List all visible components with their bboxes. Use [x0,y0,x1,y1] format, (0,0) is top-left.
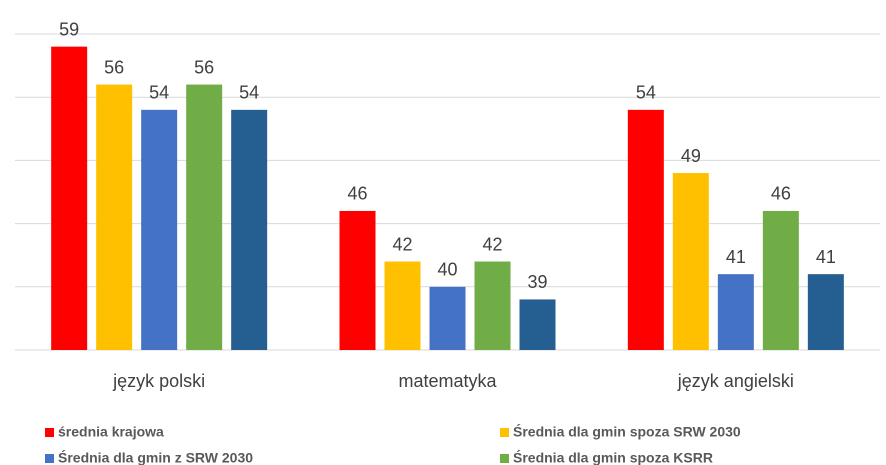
x-tick-label: matematyka [398,371,497,391]
x-tick-label: język polski [112,371,205,391]
value-label: 54 [149,83,169,103]
value-label: 54 [636,83,656,103]
bar [672,173,709,350]
bar [339,210,376,350]
value-label: 42 [482,234,502,254]
legend-label: Średnia dla gmin z SRW 2030 [58,449,253,465]
value-label: 46 [771,184,791,204]
x-tick-label: język angielski [677,371,794,391]
bar [384,261,421,350]
bar [474,261,511,350]
legend-label: Średnia dla gmin spoza KSRR [513,449,713,465]
bar [762,210,799,350]
bar [429,286,466,350]
value-label: 41 [726,247,746,267]
value-label: 42 [392,234,412,254]
bar [96,84,133,350]
legend-swatch [500,428,509,437]
value-label: 41 [816,247,836,267]
legend-swatch [45,428,54,437]
bar [51,46,88,350]
bar [186,84,223,350]
bar [231,109,268,350]
legend-label: średnia krajowa [58,424,164,440]
legend-swatch [45,454,54,463]
bar [717,274,754,350]
value-label: 56 [104,57,124,77]
value-label: 46 [347,184,367,204]
value-label: 39 [527,272,547,292]
legend-swatch [500,454,509,463]
value-label: 40 [437,260,457,280]
value-label: 59 [59,19,79,39]
bar [141,109,178,350]
bar [519,299,556,350]
bar [627,109,664,350]
value-label: 56 [194,57,214,77]
legend-label: Średnia dla gmin spoza SRW 2030 [513,423,741,440]
value-label: 54 [239,83,259,103]
bar [807,274,844,350]
value-label: 49 [681,146,701,166]
